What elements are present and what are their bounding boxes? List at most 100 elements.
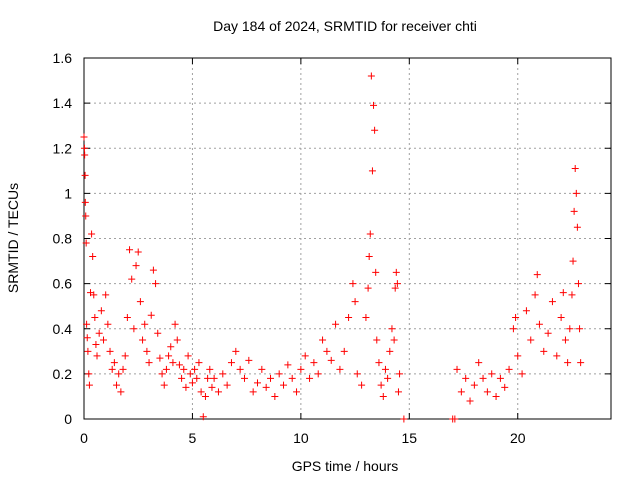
data-point: [258, 365, 266, 373]
data-point: [371, 126, 379, 134]
data-point: [81, 151, 89, 159]
y-tick-label: 1: [64, 185, 72, 201]
data-point: [219, 370, 227, 378]
data-point: [505, 365, 513, 373]
data-point: [173, 336, 181, 344]
data-point: [162, 365, 170, 373]
data-point: [204, 374, 212, 382]
data-point: [483, 388, 491, 396]
data-point: [253, 379, 261, 387]
data-point: [154, 329, 162, 337]
data-point: [373, 336, 381, 344]
data-point: [82, 212, 90, 220]
data-point: [169, 359, 177, 367]
data-point: [188, 379, 196, 387]
data-point: [362, 313, 370, 321]
data-point: [377, 381, 385, 389]
data-point: [208, 383, 216, 391]
data-point: [85, 381, 93, 389]
data-point: [566, 325, 574, 333]
data-point: [351, 298, 359, 306]
y-tick-label: 0.4: [53, 321, 73, 337]
x-tick-label: 10: [293, 430, 309, 446]
data-point: [527, 336, 535, 344]
axis-ticks: 0 0.2 0.4 0.6 0.8 1 1.2 1.4 1.6 0 5 10 15 20: [53, 50, 611, 446]
data-point: [232, 347, 240, 355]
grid: [84, 58, 611, 419]
data-point: [509, 325, 517, 333]
data-point: [568, 291, 576, 299]
data-point: [134, 248, 142, 256]
data-point: [559, 289, 567, 297]
data-point: [210, 374, 218, 382]
data-point: [88, 230, 96, 238]
data-point: [514, 352, 522, 360]
data-point: [262, 383, 270, 391]
data-point: [123, 313, 131, 321]
data-point: [128, 275, 136, 283]
data-point: [365, 253, 373, 261]
data-point: [130, 325, 138, 333]
data-point: [370, 101, 378, 109]
data-point: [100, 336, 108, 344]
data-point: [201, 392, 209, 400]
data-point: [93, 352, 101, 360]
data-point: [110, 359, 118, 367]
data-point: [195, 359, 203, 367]
data-point: [569, 257, 577, 265]
data-point: [175, 361, 183, 369]
data-point: [574, 280, 582, 288]
data-point: [165, 352, 173, 360]
data-point: [121, 352, 129, 360]
data-points: [80, 72, 585, 423]
data-point: [570, 207, 578, 215]
data-point: [102, 291, 110, 299]
data-point: [544, 329, 552, 337]
y-tick-label: 0: [64, 411, 72, 427]
data-point: [340, 347, 348, 355]
data-point: [323, 347, 331, 355]
data-point: [106, 347, 114, 355]
data-point: [83, 320, 91, 328]
data-point: [358, 381, 366, 389]
data-point: [451, 415, 459, 423]
data-point: [466, 397, 474, 405]
data-point: [95, 329, 103, 337]
data-point: [319, 336, 327, 344]
y-axis-label: SRMTID / TECUs: [5, 183, 21, 293]
data-point: [199, 413, 207, 421]
data-point: [141, 320, 149, 328]
data-point: [310, 359, 318, 367]
data-point: [572, 189, 580, 197]
data-point: [327, 356, 335, 364]
y-tick-label: 1.2: [53, 140, 73, 156]
data-point: [345, 313, 353, 321]
data-point: [577, 359, 585, 367]
data-point: [191, 365, 199, 373]
data-point: [115, 370, 123, 378]
data-point: [400, 415, 408, 423]
x-axis-label: GPS time / hours: [292, 458, 399, 474]
x-tick-label: 20: [510, 430, 526, 446]
data-point: [284, 361, 292, 369]
data-point: [92, 341, 100, 349]
data-point: [160, 381, 168, 389]
data-point: [193, 374, 201, 382]
y-tick-label: 1.6: [53, 50, 73, 66]
data-point: [576, 325, 584, 333]
data-point: [147, 311, 155, 319]
x-tick-label: 0: [80, 430, 88, 446]
data-point: [379, 392, 387, 400]
data-point: [117, 388, 125, 396]
data-point: [557, 313, 565, 321]
data-point: [83, 334, 91, 342]
data-point: [267, 374, 275, 382]
data-point: [479, 374, 487, 382]
data-point: [178, 374, 186, 382]
data-point: [384, 374, 392, 382]
data-point: [386, 347, 394, 355]
data-point: [227, 359, 235, 367]
data-point: [149, 266, 157, 274]
data-point: [91, 313, 99, 321]
